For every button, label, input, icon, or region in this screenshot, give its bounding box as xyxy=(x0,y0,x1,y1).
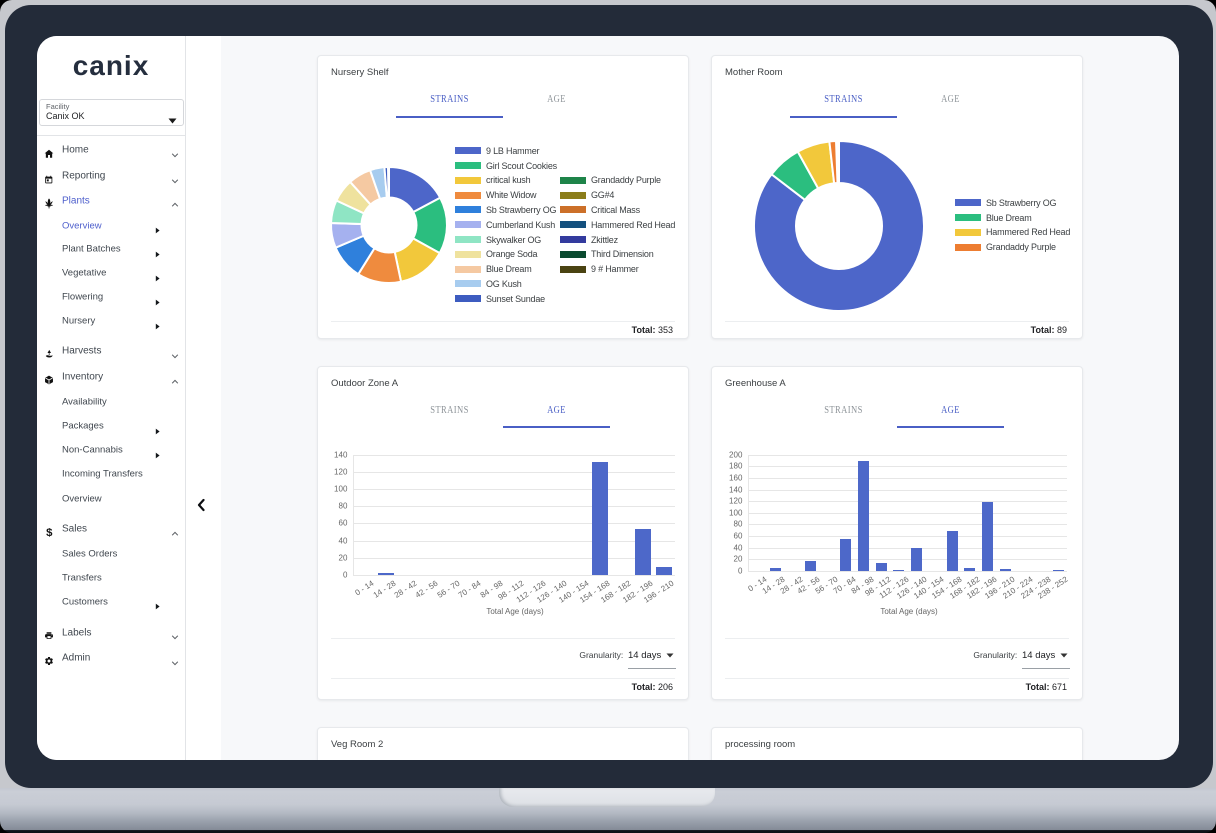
svg-text:$: $ xyxy=(46,527,53,537)
